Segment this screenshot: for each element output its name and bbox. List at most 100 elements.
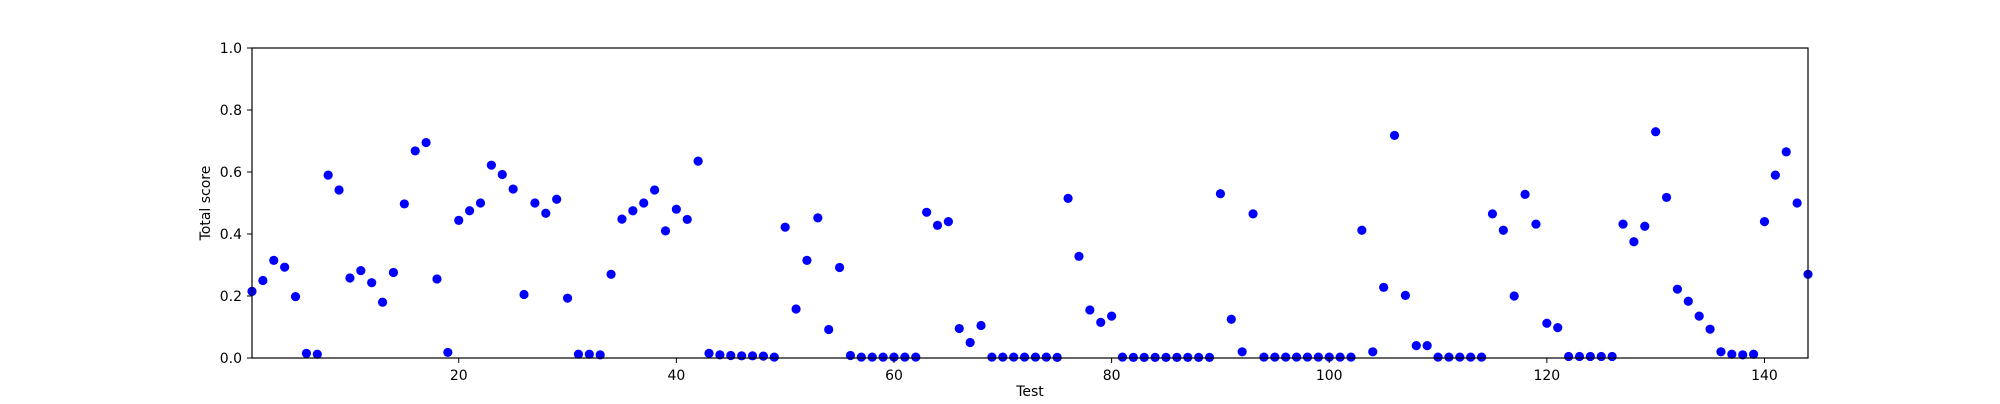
data-point — [1596, 351, 1606, 362]
data-point — [1215, 189, 1226, 199]
data-point — [1368, 347, 1378, 357]
data-point — [432, 274, 442, 284]
data-points — [247, 127, 1813, 362]
data-point — [1748, 349, 1759, 359]
data-point — [1585, 351, 1595, 362]
data-point — [301, 348, 312, 358]
data-point — [1498, 225, 1508, 235]
data-point — [1444, 352, 1454, 362]
data-point — [356, 265, 366, 276]
data-point — [878, 352, 888, 362]
data-point — [1400, 290, 1410, 300]
data-point — [606, 269, 616, 279]
data-point — [519, 289, 529, 300]
data-point — [1259, 352, 1269, 362]
data-point — [1672, 284, 1683, 294]
data-point — [1759, 217, 1770, 227]
data-point — [617, 214, 627, 224]
data-point — [802, 255, 812, 265]
data-point — [780, 222, 790, 232]
data-point — [1183, 352, 1193, 362]
data-point — [1150, 352, 1160, 362]
data-point — [1019, 352, 1030, 362]
data-point — [922, 207, 932, 217]
data-point — [1661, 192, 1672, 203]
data-point — [290, 292, 301, 302]
data-point — [1009, 352, 1019, 362]
data-point — [465, 206, 475, 216]
data-point — [367, 278, 377, 288]
data-point — [867, 352, 877, 362]
data-point — [1248, 209, 1258, 219]
data-point — [834, 262, 845, 273]
y-tick-label: 1.0 — [220, 41, 242, 57]
data-point — [1324, 352, 1334, 362]
x-tick-label: 60 — [885, 368, 903, 384]
data-point — [1194, 352, 1204, 362]
data-point — [845, 350, 856, 361]
data-point — [1096, 317, 1106, 327]
y-tick-label: 0.8 — [220, 103, 242, 119]
data-point — [1052, 352, 1062, 362]
data-point — [508, 184, 518, 194]
data-point — [1607, 351, 1617, 362]
data-point — [1531, 219, 1541, 229]
data-point — [323, 170, 333, 180]
data-point — [1727, 349, 1737, 359]
data-point — [1128, 352, 1138, 362]
data-point — [1313, 352, 1323, 362]
data-point — [943, 217, 953, 227]
y-axis-label: Total score — [198, 166, 214, 242]
data-point — [269, 255, 279, 265]
data-point — [1335, 352, 1345, 362]
data-point — [1074, 251, 1084, 261]
data-point — [1085, 305, 1095, 315]
data-point — [911, 352, 921, 362]
data-point — [1618, 219, 1628, 229]
data-point — [1520, 189, 1530, 199]
data-point — [1770, 170, 1780, 180]
y-axis-ticks: 0.0 0.2 0.4 0.6 0.8 1.0 — [220, 41, 252, 367]
data-point — [454, 215, 464, 225]
x-tick-label: 140 — [1751, 368, 1778, 384]
data-point — [824, 324, 834, 335]
data-point — [497, 169, 507, 180]
data-point — [312, 349, 322, 359]
data-point — [280, 262, 290, 272]
data-point — [704, 348, 714, 358]
data-point — [1237, 347, 1247, 357]
data-point — [1553, 323, 1563, 333]
data-point — [639, 198, 649, 208]
data-point — [650, 185, 660, 195]
data-point — [671, 204, 681, 214]
data-point — [486, 160, 496, 170]
data-point — [1433, 352, 1443, 362]
data-point — [345, 273, 355, 283]
data-point — [1139, 352, 1149, 362]
data-point — [628, 206, 638, 216]
data-point — [965, 337, 975, 348]
data-point — [1476, 352, 1487, 362]
data-point — [900, 352, 910, 362]
data-point — [1738, 350, 1748, 360]
data-point — [737, 351, 747, 361]
data-point — [726, 350, 736, 361]
data-point — [747, 351, 758, 361]
data-point — [1629, 237, 1639, 247]
data-point — [1683, 296, 1693, 306]
x-tick-label: 80 — [1103, 368, 1121, 384]
data-point — [1161, 352, 1171, 362]
data-point — [388, 267, 399, 278]
x-tick-label: 20 — [450, 368, 468, 384]
data-point — [1291, 352, 1302, 362]
data-point — [1705, 324, 1715, 334]
data-point — [573, 349, 584, 359]
x-tick-label: 120 — [1533, 368, 1560, 384]
data-point — [1030, 352, 1041, 362]
data-point — [562, 293, 573, 303]
data-point — [1389, 130, 1400, 141]
y-tick-label: 0.0 — [220, 351, 242, 367]
data-point — [1107, 311, 1117, 321]
